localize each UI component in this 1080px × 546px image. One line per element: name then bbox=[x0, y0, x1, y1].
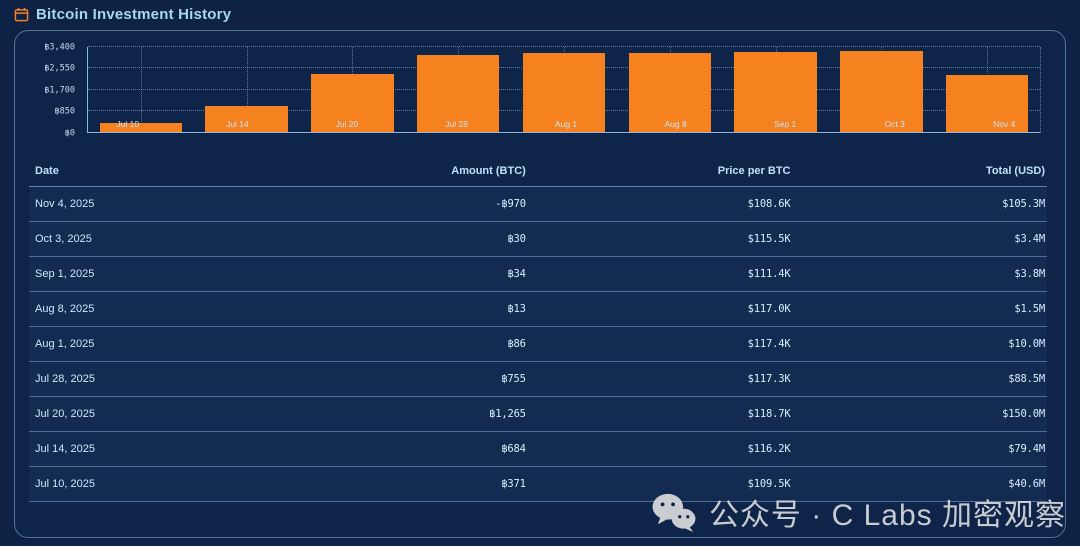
x-tick-label: Sep 1 bbox=[774, 119, 797, 129]
bar-jul-14 bbox=[205, 105, 288, 132]
price-cell: $115.5K bbox=[527, 221, 793, 257]
table-row: Aug 1, 2025 ฿86 $117.4K $10.0M bbox=[29, 326, 1047, 362]
chart-slot bbox=[405, 47, 511, 132]
total-cell: $150.0M bbox=[792, 396, 1047, 432]
amount-cell: -฿970 bbox=[324, 186, 528, 222]
total-cell: $1.5M bbox=[792, 291, 1047, 327]
amount-cell: ฿1,265 bbox=[324, 396, 528, 432]
total-cell: $79.4M bbox=[792, 431, 1047, 467]
chart-y-axis: ฿0 ฿850 ฿1,700 ฿2,550 ฿3,400 bbox=[29, 43, 81, 137]
price-cell: $117.0K bbox=[527, 291, 793, 327]
chart-slot bbox=[617, 47, 723, 132]
chart-x-axis: Jul 10 Jul 14 Jul 20 Jul 28 Aug 1 Aug 8 Sep 1 O… bbox=[73, 119, 1059, 129]
amount-cell: ฿30 bbox=[324, 221, 528, 257]
y-tick-label: ฿3,400 bbox=[44, 41, 75, 52]
amount-cell: ฿86 bbox=[324, 326, 528, 362]
watermark-text: 公众号 · C Labs 加密观察 bbox=[708, 499, 1066, 532]
date-cell: Jul 28, 2025 bbox=[29, 361, 325, 397]
price-cell: $108.6K bbox=[527, 186, 793, 222]
y-tick-label: ฿2,550 bbox=[44, 63, 75, 74]
price-cell: $116.2K bbox=[527, 431, 793, 467]
date-cell: Nov 4, 2025 bbox=[29, 186, 325, 222]
date-cell: Aug 1, 2025 bbox=[29, 326, 325, 362]
chart-slot bbox=[934, 47, 1040, 132]
h-gridline bbox=[88, 46, 1040, 47]
x-tick-label: Jul 14 bbox=[226, 119, 249, 129]
date-cell: Sep 1, 2025 bbox=[29, 256, 325, 292]
investment-table: Date Amount (BTC) Price per BTC Total (U… bbox=[29, 159, 1047, 502]
x-tick-label: Jul 20 bbox=[335, 119, 359, 129]
date-cell: Oct 3, 2025 bbox=[29, 221, 325, 257]
table-header-row: Date Amount (BTC) Price per BTC Total (U… bbox=[29, 159, 1047, 187]
y-tick-label: ฿1,700 bbox=[44, 84, 75, 95]
chart-slot bbox=[511, 47, 617, 132]
amount-cell: ฿755 bbox=[324, 361, 528, 397]
page-header: Bitcoin Investment History bbox=[14, 2, 231, 26]
column-header-amount: Amount (BTC) bbox=[324, 159, 528, 187]
date-cell: Jul 10, 2025 bbox=[29, 466, 325, 502]
price-cell: $118.7K bbox=[527, 396, 793, 432]
total-cell: $3.4M bbox=[792, 221, 1047, 257]
table-row: Aug 8, 2025 ฿13 $117.0K $1.5M bbox=[29, 291, 1047, 327]
amount-cell: ฿684 bbox=[324, 431, 528, 467]
chart-bars bbox=[88, 47, 1040, 132]
v-gridline bbox=[246, 47, 248, 132]
amount-cell: ฿371 bbox=[324, 466, 528, 502]
x-tick-label: Aug 8 bbox=[664, 119, 687, 129]
chart-slot bbox=[88, 47, 194, 132]
table-row: Sep 1, 2025 ฿34 $111.4K $3.8M bbox=[29, 256, 1047, 292]
calendar-icon bbox=[14, 7, 29, 21]
table-row: Oct 3, 2025 ฿30 $115.5K $3.4M bbox=[29, 221, 1047, 257]
chart-plot-area bbox=[87, 46, 1041, 133]
date-cell: Jul 20, 2025 bbox=[29, 396, 325, 432]
column-header-price: Price per BTC bbox=[527, 159, 793, 187]
amount-cell: ฿13 bbox=[324, 291, 528, 327]
amount-cell: ฿34 bbox=[324, 256, 528, 292]
watermark: 公众号 · C Labs 加密观察 bbox=[651, 490, 1066, 534]
chart-slot bbox=[828, 47, 934, 132]
wechat-icon bbox=[652, 493, 696, 532]
table-row: Jul 20, 2025 ฿1,265 $118.7K $150.0M bbox=[29, 396, 1047, 432]
content-panel: ฿0 ฿850 ฿1,700 ฿2,550 ฿3,400 Jul 10 Jul 14 Jul… bbox=[14, 30, 1066, 538]
chart-slot bbox=[300, 47, 406, 132]
column-header-date: Date bbox=[29, 159, 325, 187]
x-tick-label: Nov 4 bbox=[993, 119, 1016, 129]
total-cell: $105.3M bbox=[792, 186, 1047, 222]
table-row: Jul 10, 2025 ฿371 $109.5K $40.6M bbox=[29, 466, 1047, 502]
bar-sep-1 bbox=[734, 51, 817, 132]
total-cell: $40.6M bbox=[792, 466, 1047, 502]
x-tick-label: Aug 1 bbox=[554, 119, 578, 129]
x-tick-label: Jul 28 bbox=[445, 119, 468, 129]
table-row: Nov 4, 2025 -฿970 $108.6K $105.3M bbox=[29, 186, 1047, 222]
bar-jul-28 bbox=[416, 55, 500, 132]
chart-slot bbox=[194, 47, 300, 132]
table-row: Jul 28, 2025 ฿755 $117.3K $88.5M bbox=[29, 361, 1047, 397]
chart-slot bbox=[723, 47, 829, 132]
v-gridline bbox=[140, 47, 142, 132]
btc-holdings-chart: ฿0 ฿850 ฿1,700 ฿2,550 ฿3,400 bbox=[29, 43, 1047, 137]
bar-oct-3 bbox=[840, 51, 923, 132]
y-tick-label: ฿850 bbox=[54, 106, 75, 117]
price-cell: $117.3K bbox=[527, 361, 793, 397]
bar-aug-1 bbox=[522, 52, 606, 132]
column-header-total: Total (USD) bbox=[792, 159, 1047, 187]
y-tick-label: ฿0 bbox=[64, 127, 75, 138]
total-cell: $88.5M bbox=[792, 361, 1047, 397]
bar-jul-10 bbox=[99, 122, 183, 132]
x-tick-label: Jul 10 bbox=[116, 119, 140, 129]
table-row: Jul 14, 2025 ฿684 $116.2K $79.4M bbox=[29, 431, 1047, 467]
bar-jul-20 bbox=[311, 74, 394, 132]
date-cell: Jul 14, 2025 bbox=[29, 431, 325, 467]
total-cell: $10.0M bbox=[792, 326, 1047, 362]
price-cell: $111.4K bbox=[527, 256, 793, 292]
bar-nov-4 bbox=[945, 75, 1029, 132]
price-cell: $117.4K bbox=[527, 326, 793, 362]
page-title: Bitcoin Investment History bbox=[36, 5, 232, 23]
x-tick-label: Oct 3 bbox=[884, 119, 905, 129]
total-cell: $3.8M bbox=[792, 256, 1047, 292]
bar-aug-8 bbox=[628, 52, 712, 132]
date-cell: Aug 8, 2025 bbox=[29, 291, 325, 327]
